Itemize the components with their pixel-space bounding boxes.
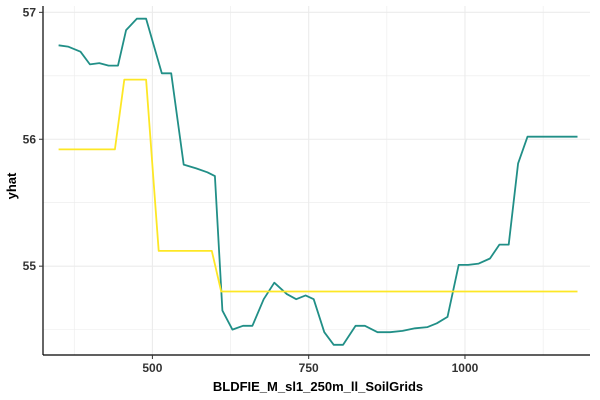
series-line-1 bbox=[58, 17, 578, 346]
y-tick-label: 55 bbox=[23, 259, 37, 273]
y-tick-label: 56 bbox=[23, 132, 37, 146]
grid-minor bbox=[43, 6, 590, 355]
x-ticks: 500 750 1000 bbox=[142, 355, 479, 375]
y-tick-label: 57 bbox=[23, 5, 37, 19]
series-line-2 bbox=[58, 78, 578, 293]
x-tick-label: 750 bbox=[299, 361, 319, 375]
x-tick-label: 1000 bbox=[452, 361, 479, 375]
y-ticks: 55 56 57 bbox=[23, 5, 43, 273]
grid-major bbox=[43, 6, 590, 355]
x-axis-title: BLDFIE_M_sl1_250m_ll_SoilGrids bbox=[213, 379, 423, 394]
x-tick-label: 500 bbox=[142, 361, 162, 375]
y-axis-title: yhat bbox=[4, 172, 19, 199]
series-layer bbox=[58, 17, 578, 346]
